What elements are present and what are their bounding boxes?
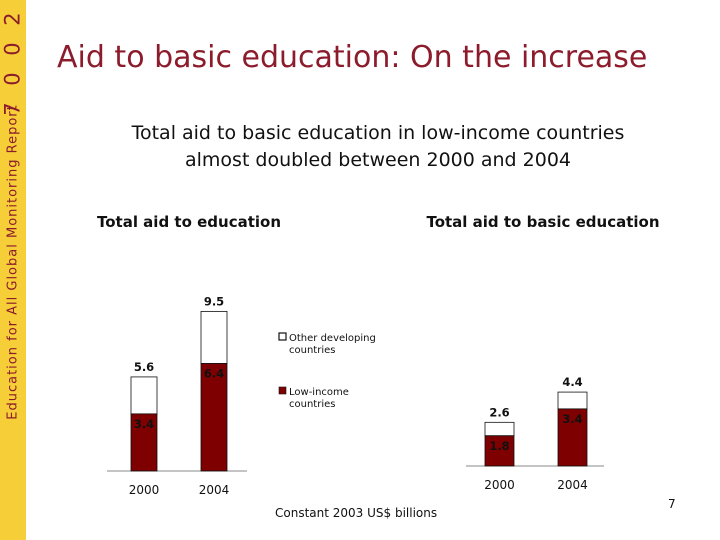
slide-title: Aid to basic education: On the increase: [57, 40, 648, 75]
bar-low-income: [200, 363, 228, 472]
bars-layer: 5.6 3.4 2000 9.5 6.4 2004 2.6 1.8 2000 4.4 3.4 2004: [107, 294, 604, 497]
bar-low-income: [130, 413, 158, 472]
legend-label-other-2: countries: [289, 345, 335, 356]
x-tick-label: 2004: [557, 478, 588, 492]
page-number: 7: [668, 497, 676, 511]
data-label-low-income: 3.4: [562, 412, 582, 426]
chart-title-education: Total aid to education: [97, 213, 281, 231]
legend-swatch-other: [278, 332, 287, 341]
data-label-total: 2.6: [489, 405, 509, 419]
bar-other-developing: [130, 376, 158, 415]
data-label-total: 9.5: [204, 294, 224, 308]
slide-subtitle: Total aid to basic education in low-inco…: [80, 120, 676, 174]
legend-label-other-1: Other developing: [289, 333, 376, 344]
x-tick-label: 2000: [484, 478, 515, 492]
x-tick-label: 2004: [199, 483, 230, 497]
subtitle-line-1: Total aid to basic education in low-inco…: [131, 122, 625, 144]
bar-other-developing: [557, 391, 588, 410]
bar-other-developing: [200, 310, 228, 364]
data-label-total: 5.6: [134, 360, 154, 374]
legend-label-low-1: Low-income: [289, 387, 349, 398]
legend-label-low-2: countries: [289, 399, 335, 410]
bar-low-income: [484, 435, 515, 467]
bar-other-developing: [484, 421, 515, 437]
data-label-total: 4.4: [562, 375, 582, 389]
legend-swatch-low: [278, 386, 287, 395]
legend: Other developing countries Low-income co…: [278, 332, 376, 410]
data-label-low-income: 1.8: [489, 439, 509, 453]
unit-label: Constant 2003 US$ billions: [275, 506, 438, 520]
subtitle-line-2: almost doubled between 2000 and 2004: [184, 149, 572, 171]
data-label-low-income: 6.4: [204, 366, 224, 380]
x-tick-label: 2000: [129, 483, 160, 497]
bar-low-income: [557, 408, 588, 467]
data-label-low-income: 3.4: [134, 417, 154, 431]
chart-title-basic-education: Total aid to basic education: [426, 213, 659, 231]
